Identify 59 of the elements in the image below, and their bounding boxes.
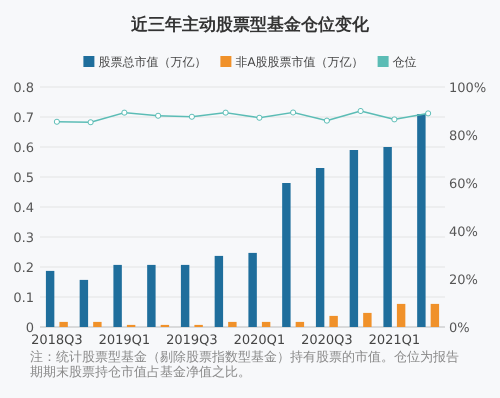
text: 注：统计股票型基金（剔除股票指数型基金）持有股票的市值。仓位为报告期期末股票持仓市值占基金净值之比。: [30, 350, 460, 380]
bar: [80, 280, 88, 327]
y-tick-label: 0.7: [13, 111, 34, 126]
point: [54, 118, 60, 125]
y-tick-label: 0: [26, 321, 34, 336]
point: [358, 108, 364, 114]
bar: [316, 168, 324, 327]
bar: [350, 150, 358, 327]
y-tick-label: 0.4: [13, 201, 34, 216]
bar: [180, 264, 190, 327]
bar: [329, 316, 338, 327]
point: [222, 110, 229, 116]
bar: [296, 322, 304, 327]
bar: [214, 256, 224, 327]
y-tick-label: 0.6: [13, 141, 34, 156]
bar: [113, 264, 122, 327]
y2-tick-label: 100%: [449, 81, 486, 96]
x-tick-label: 2019Q1: [98, 333, 150, 348]
bar: [383, 147, 392, 327]
y-tick-label: 0.1: [13, 291, 34, 306]
point: [324, 118, 330, 124]
bar: [248, 252, 257, 327]
bar: [417, 114, 426, 327]
point: [188, 114, 195, 120]
legend-label: 仓位: [392, 55, 417, 69]
bar: [46, 270, 54, 327]
point: [425, 110, 432, 116]
point: [391, 116, 398, 122]
bar: [282, 183, 291, 327]
bar: [93, 322, 102, 327]
y2-tick-label: 0%: [449, 321, 470, 336]
bar: [59, 322, 68, 327]
y2-tick-label: 20%: [449, 273, 478, 288]
legend-label: 非A股股票市值（万亿）: [235, 55, 364, 69]
point: [121, 110, 128, 116]
y2-tick-label: 80%: [449, 129, 478, 144]
legend-label: 股票总市值（万亿）: [98, 55, 206, 69]
point: [256, 114, 262, 121]
bar: [228, 322, 237, 327]
bar: [363, 312, 372, 327]
x-tick-label: 2018Q3: [31, 333, 83, 348]
y2-tick-label: 40%: [449, 225, 478, 240]
x-tick-label: 2021Q1: [368, 333, 420, 348]
y2-tick-label: 60%: [449, 177, 478, 192]
y-tick-label: 0.3: [13, 231, 34, 246]
bar: [147, 264, 156, 327]
x-tick-label: 2020Q1: [234, 333, 286, 348]
x-tick-label: 2020Q3: [301, 333, 353, 348]
chart-title: 近三年主动股票型基金仓位变化: [130, 15, 370, 35]
y-tick-label: 0.8: [13, 81, 34, 96]
x-tick-label: 2019Q3: [166, 333, 218, 348]
point: [155, 112, 162, 119]
point: [88, 119, 94, 126]
bar: [262, 322, 270, 327]
bar: [430, 304, 440, 327]
y-tick-label: 0.5: [13, 171, 34, 186]
point: [290, 109, 296, 116]
bar: [396, 304, 406, 327]
y-tick-label: 0.2: [13, 261, 34, 276]
